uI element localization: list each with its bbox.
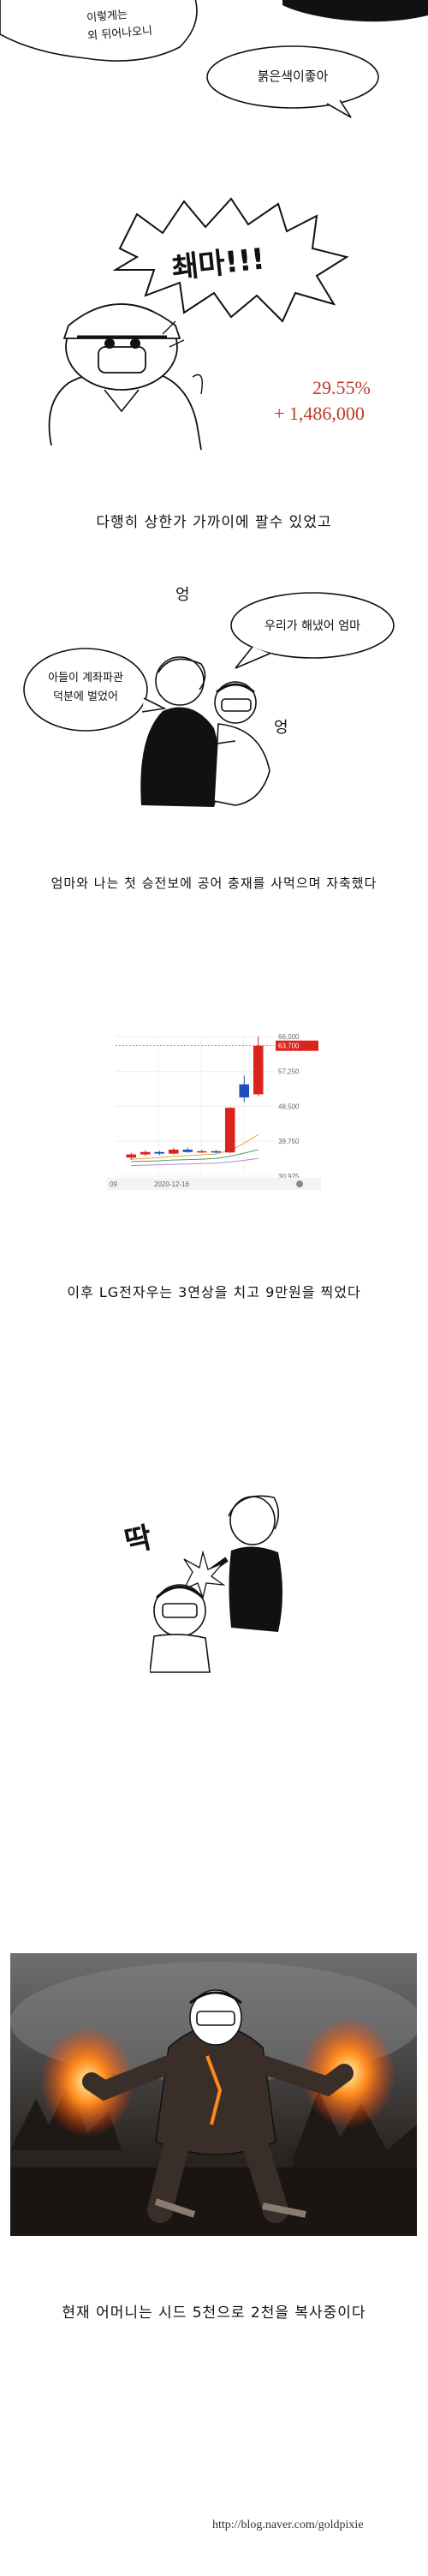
- candle-body: [154, 1151, 165, 1154]
- shout-bubble: [112, 197, 349, 323]
- current-price-label: 63,700: [278, 1043, 300, 1050]
- stock-chart: 66,000 57,250 48,500 39,750 30,925 63,700 09 20…: [107, 1032, 321, 1191]
- bubble-right-text: 우리가 해냈어 엄마: [265, 619, 360, 633]
- speech-bubble-left: [23, 648, 167, 732]
- candle-body: [253, 1045, 264, 1095]
- candle-body: [182, 1149, 193, 1152]
- y-tick-label: 39,750: [278, 1138, 300, 1145]
- punch-scene: [150, 1495, 282, 1673]
- fire-scene: [10, 1953, 417, 2236]
- x-start-label: 09: [110, 1180, 117, 1188]
- character-silhouette: [282, 0, 428, 22]
- speech-bubble-right: [230, 592, 395, 669]
- profit-amount: + 1,486,000: [274, 403, 365, 424]
- candle-body: [126, 1154, 137, 1158]
- x-axis-strip: [107, 1178, 321, 1190]
- y-tick-label: 66,000: [278, 1033, 300, 1041]
- candle-body: [224, 1108, 235, 1153]
- current-price-box: [276, 1040, 318, 1051]
- bubble-red-text: 붉은색이좋아: [257, 69, 329, 84]
- panel-1: 이렇게는 외 뒤어나오니 붉은색이좋아: [0, 0, 428, 129]
- sound-left: 엉: [175, 586, 190, 604]
- caption-3: 이후 LG전자우는 3연상을 치고 9만원을 찍었다: [67, 1284, 361, 1300]
- chart-scroll-icon: [296, 1180, 303, 1187]
- speech-bubble-top: [0, 0, 198, 62]
- caption-1: 다행히 상한가 가까이에 팔수 있었고: [96, 514, 332, 531]
- caption-4: 현재 어머니는 시드 5천으로 2천을 복사중이다: [62, 2304, 366, 2322]
- caption-2: 엄마와 나는 첫 승전보에 공어 충재를 사먹으며 자축했다: [51, 876, 377, 891]
- mother-son-hug: [140, 656, 270, 807]
- bubble-left-line1: 아들이 계좌파관: [48, 672, 123, 684]
- speech-bubble-red: [206, 45, 379, 118]
- candle-body: [168, 1149, 179, 1154]
- sound-right: 엉: [274, 719, 288, 737]
- stock-chart-svg: 66,000 57,250 48,500 39,750 30,925 63,700 09 20…: [107, 1033, 321, 1190]
- x-date-label: 2020-12-16: [154, 1180, 189, 1188]
- character-masked: [48, 303, 203, 451]
- moving-average-line: [131, 1133, 259, 1160]
- candle-body: [140, 1151, 151, 1155]
- panel-3: 엉 엉 아들이 계좌파관 덕분에 벌었어 우리가 해냈어 엄마: [0, 565, 428, 840]
- moving-average-line: [131, 1157, 259, 1167]
- bubble-left-line2: 덕분에 벌었어: [53, 690, 118, 703]
- y-tick-label: 30,925: [278, 1173, 300, 1180]
- panel-2: 쵀마!!! 29.55% + 1,486,000: [0, 197, 428, 454]
- candle-body: [211, 1151, 222, 1153]
- moving-average-line: [131, 1149, 259, 1162]
- candle-body: [196, 1151, 207, 1153]
- y-tick-label: 57,250: [278, 1068, 300, 1076]
- candle-body: [239, 1084, 250, 1098]
- fire-scene-art: [10, 1962, 417, 2236]
- blog-url[interactable]: http://blog.naver.com/goldpixie: [212, 2519, 364, 2531]
- panel-5: 딱: [0, 1456, 428, 1679]
- y-tick-label: 48,500: [278, 1103, 300, 1110]
- profit-percent: 29.55%: [312, 377, 371, 398]
